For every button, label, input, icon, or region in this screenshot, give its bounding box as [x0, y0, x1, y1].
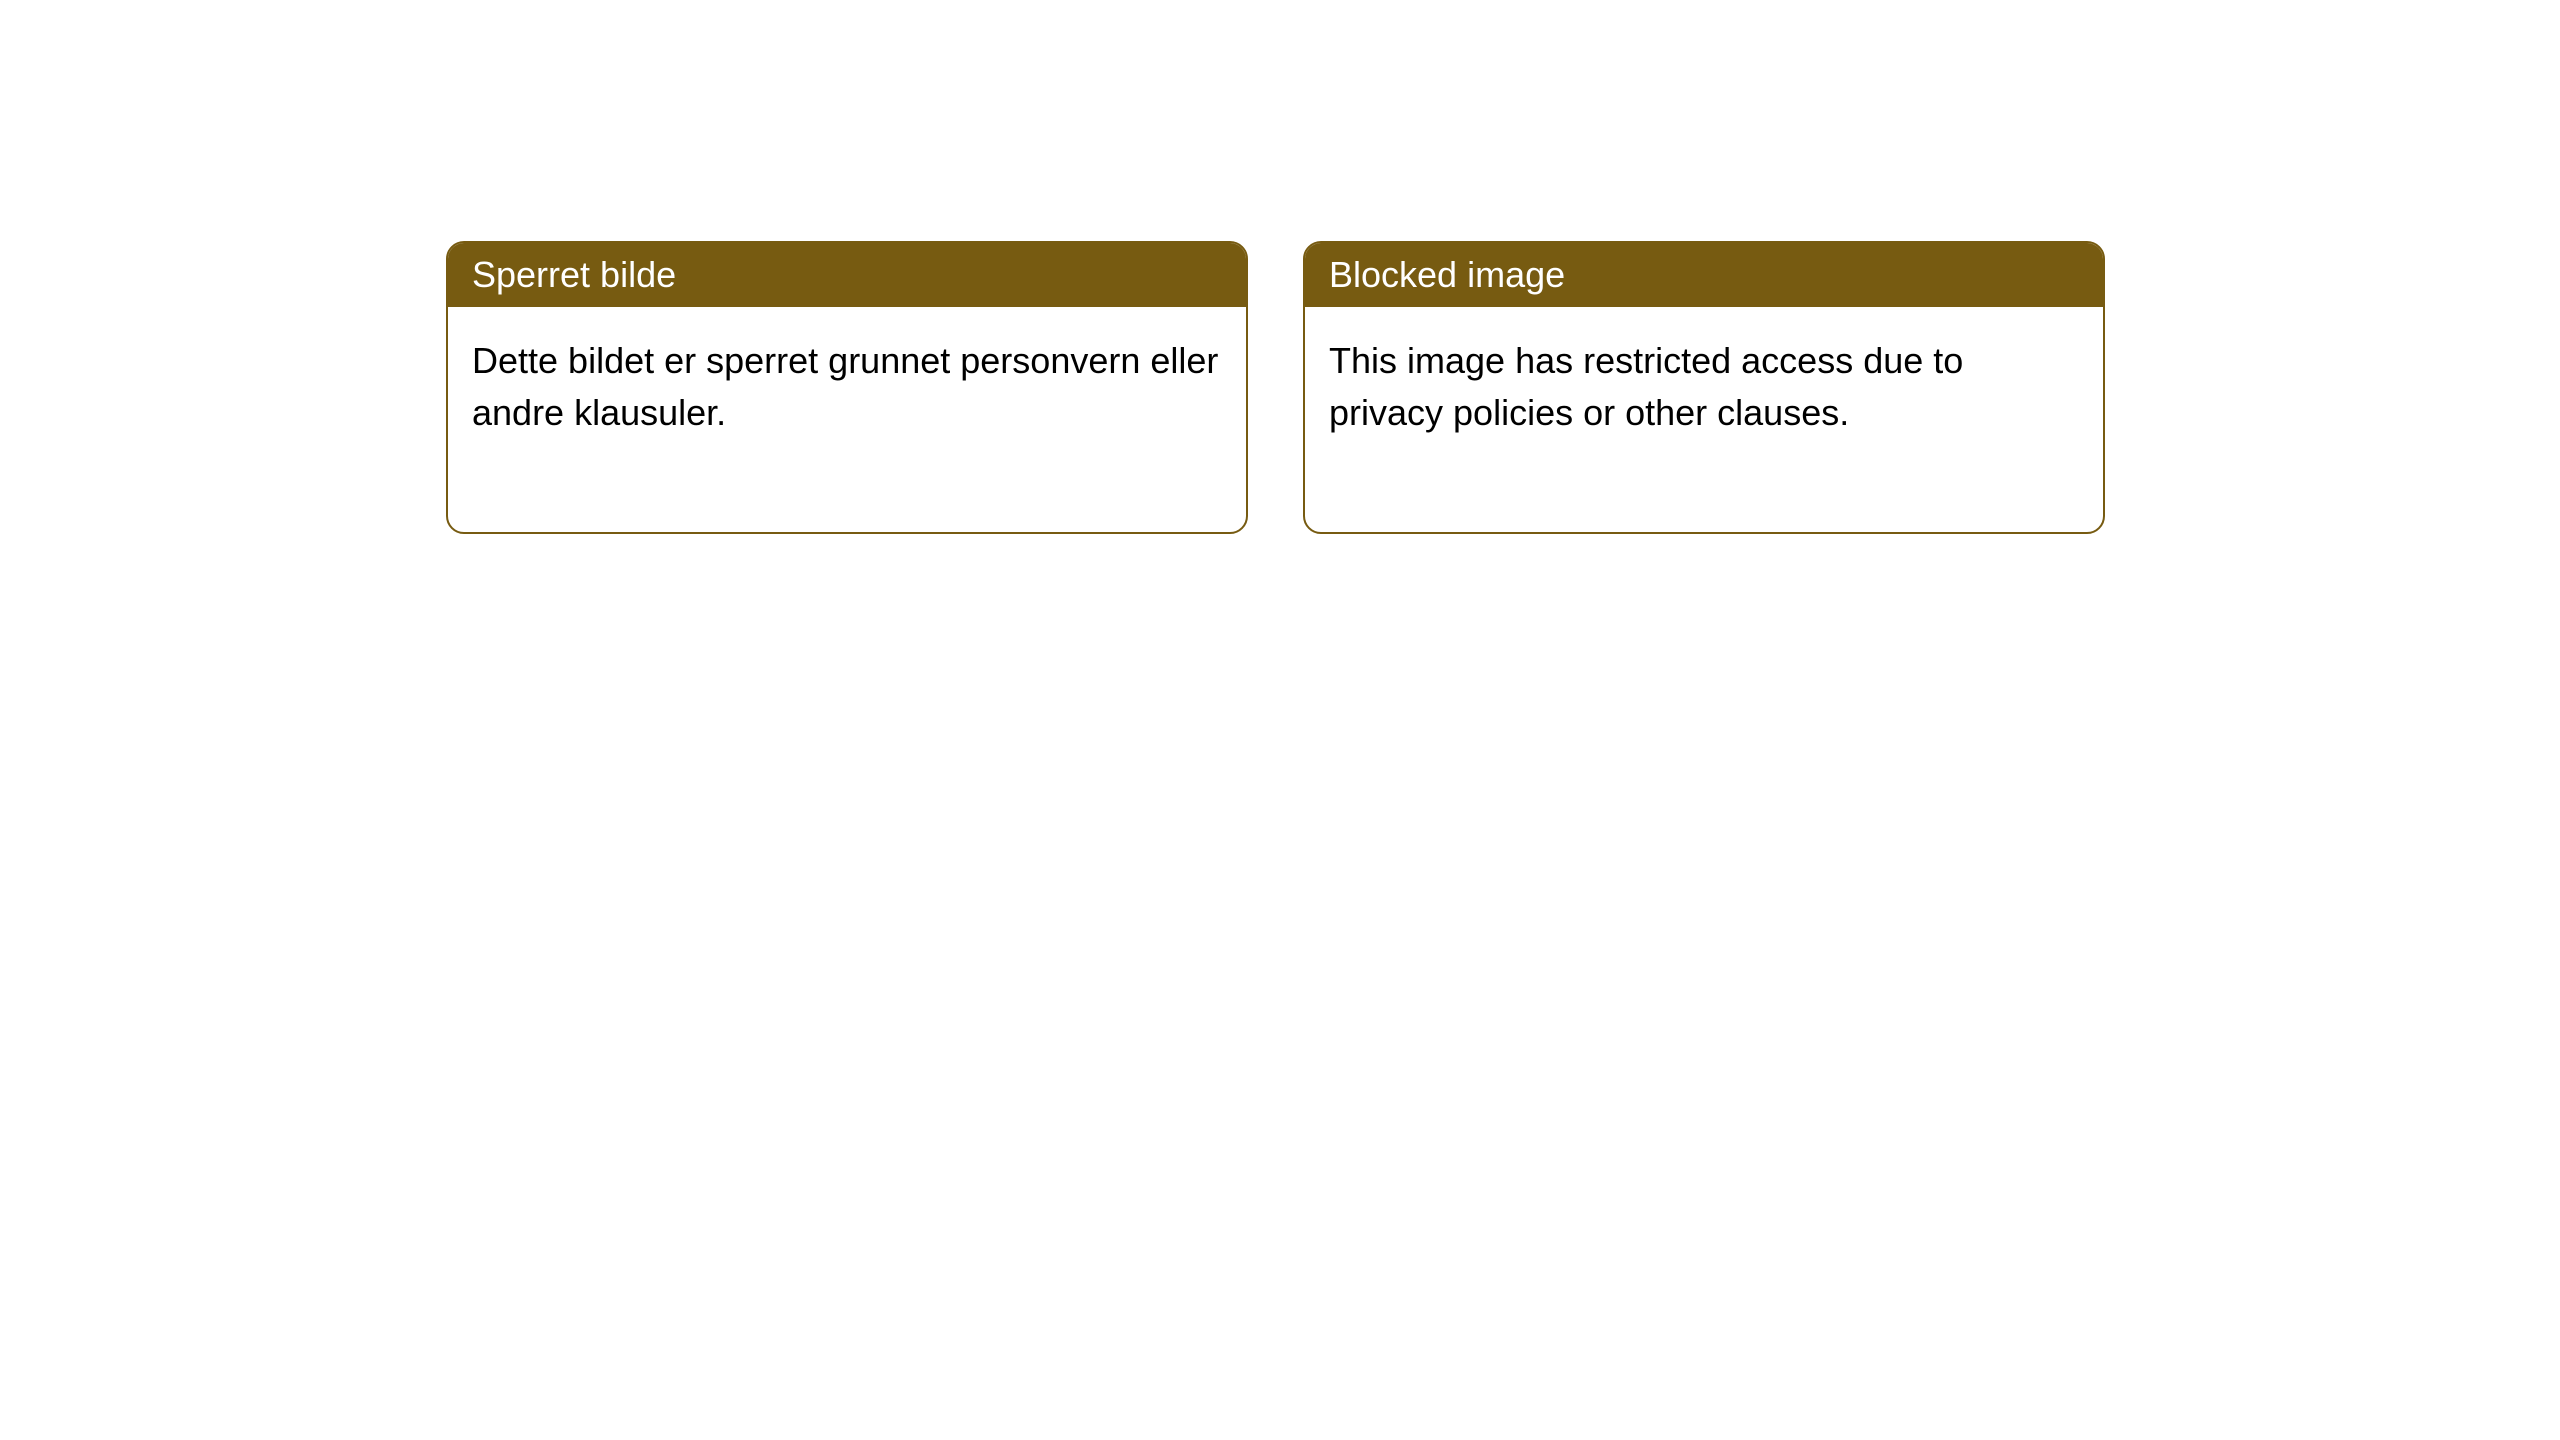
- notice-box-norwegian: Sperret bilde Dette bildet er sperret gr…: [446, 241, 1248, 534]
- notice-body-norwegian: Dette bildet er sperret grunnet personve…: [448, 307, 1246, 532]
- notice-title-english: Blocked image: [1305, 243, 2103, 307]
- notice-box-english: Blocked image This image has restricted …: [1303, 241, 2105, 534]
- notice-container: Sperret bilde Dette bildet er sperret gr…: [446, 241, 2105, 534]
- notice-title-norwegian: Sperret bilde: [448, 243, 1246, 307]
- notice-body-english: This image has restricted access due to …: [1305, 307, 2103, 532]
